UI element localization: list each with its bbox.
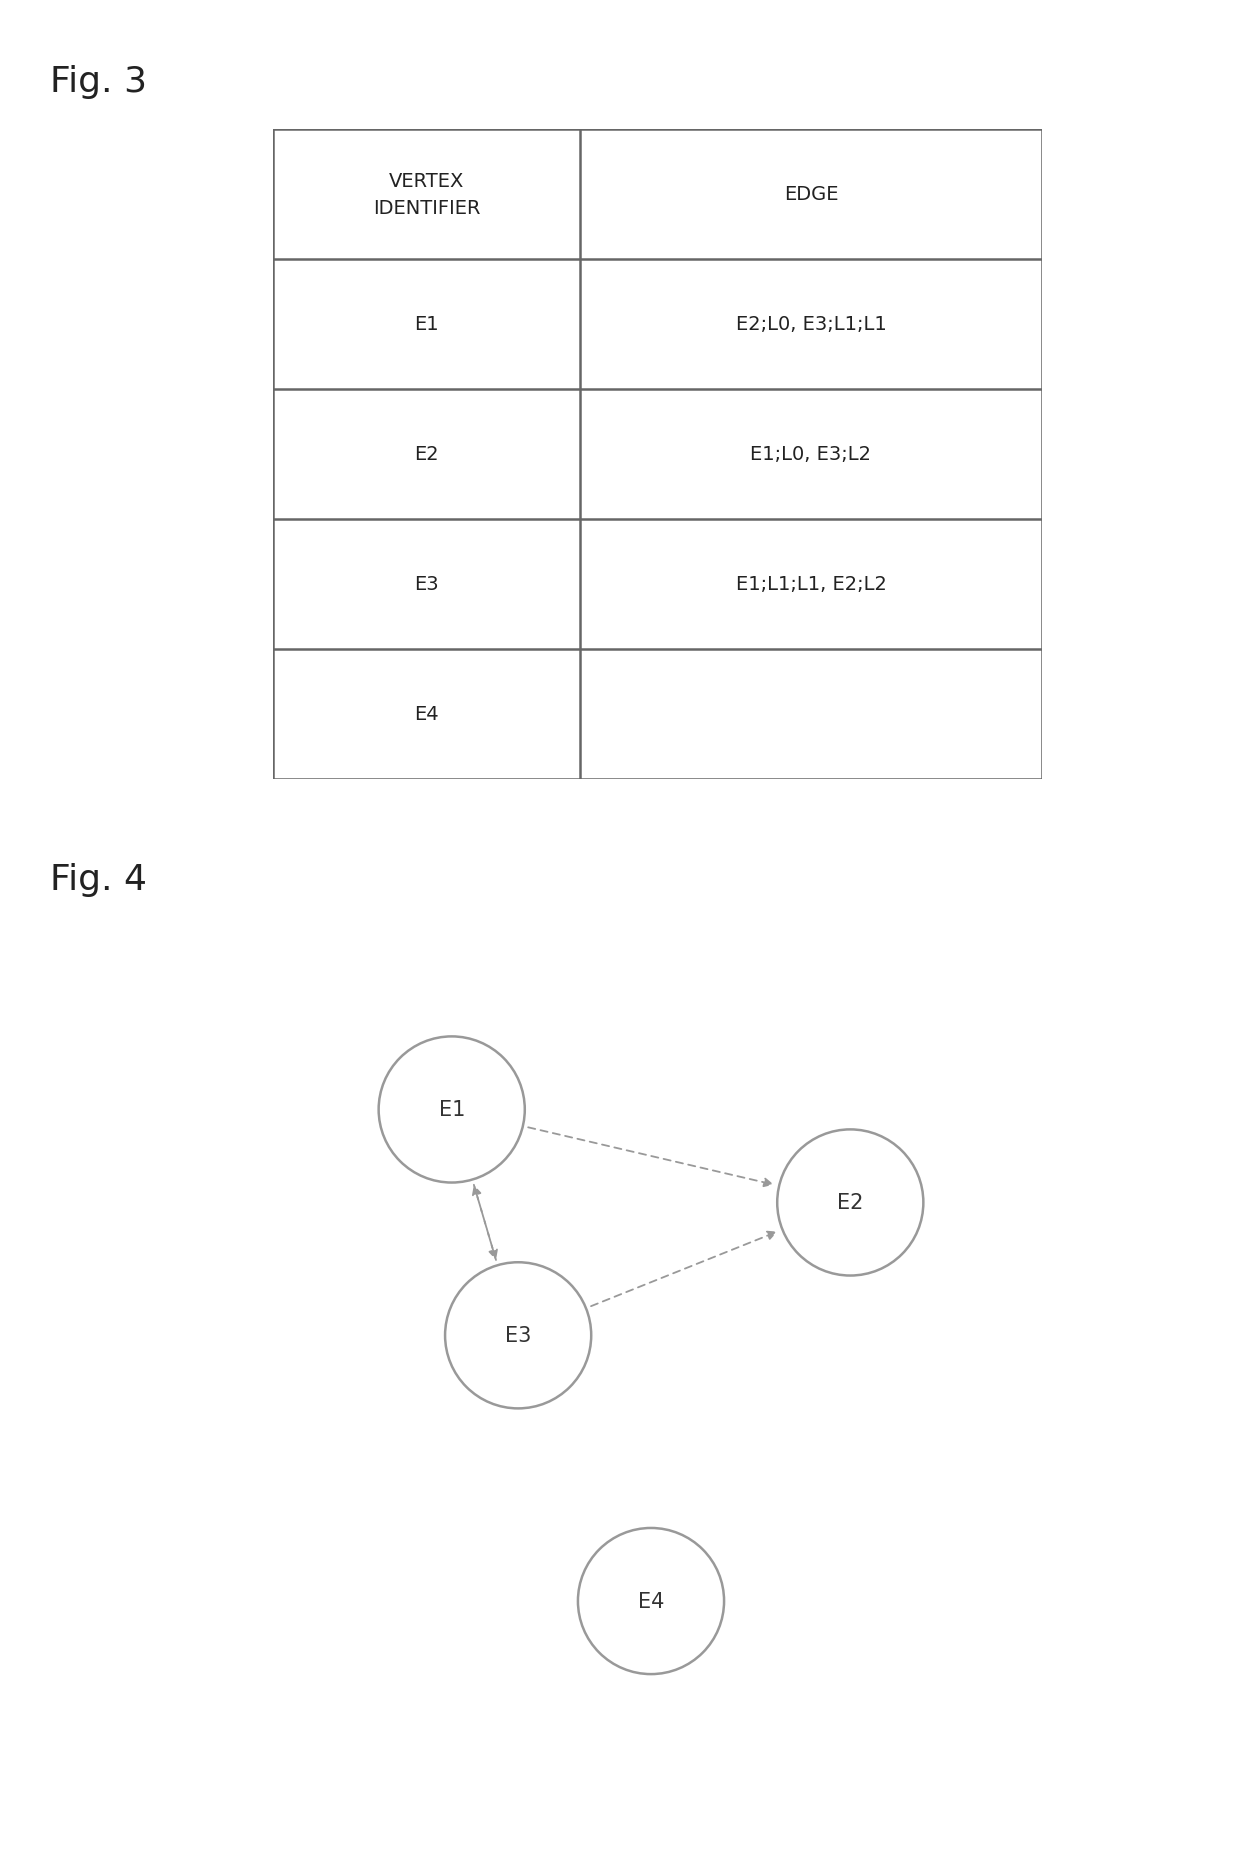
Text: VERTEX
IDENTIFIER: VERTEX IDENTIFIER [373, 173, 480, 217]
Circle shape [445, 1263, 591, 1408]
Text: E1;L1;L1, E2;L2: E1;L1;L1, E2;L2 [735, 575, 887, 594]
Text: E2: E2 [414, 445, 439, 464]
Text: E3: E3 [414, 575, 439, 594]
Circle shape [777, 1130, 924, 1276]
Circle shape [378, 1037, 525, 1183]
Text: E1: E1 [439, 1100, 465, 1120]
Text: E2;L0, E3;L1;L1: E2;L0, E3;L1;L1 [735, 315, 887, 334]
Text: Fig. 4: Fig. 4 [50, 863, 146, 896]
Text: E1: E1 [414, 315, 439, 334]
Text: E4: E4 [637, 1592, 665, 1612]
Circle shape [578, 1529, 724, 1675]
Text: Fig. 3: Fig. 3 [50, 65, 146, 98]
Text: E3: E3 [505, 1326, 531, 1345]
Text: EDGE: EDGE [784, 186, 838, 204]
Text: E4: E4 [414, 705, 439, 723]
Text: E1;L0, E3;L2: E1;L0, E3;L2 [750, 445, 872, 464]
Text: E2: E2 [837, 1193, 863, 1213]
